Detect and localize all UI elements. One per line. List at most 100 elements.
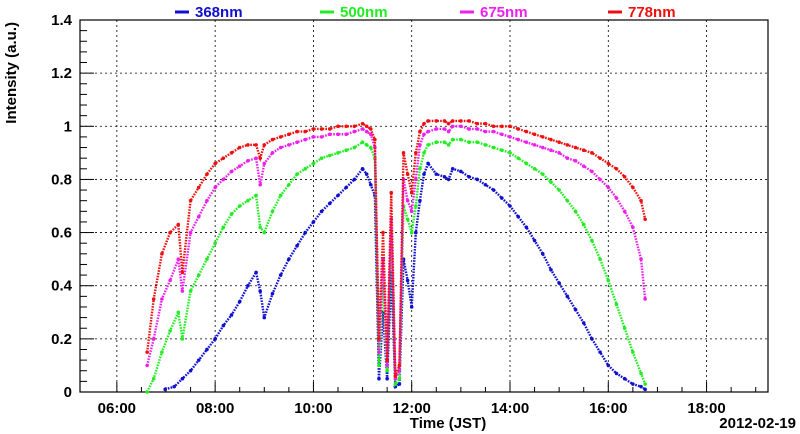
data-point <box>606 363 611 368</box>
data-point <box>459 169 463 174</box>
x-tick-label: 06:00 <box>98 400 136 417</box>
data-point <box>442 140 447 145</box>
data-point <box>180 289 185 293</box>
data-point <box>622 174 627 179</box>
data-point <box>450 119 455 123</box>
data-point <box>549 267 553 272</box>
data-point <box>434 172 439 176</box>
data-point <box>385 376 389 381</box>
data-point <box>287 182 291 187</box>
y-tick-label: 1 <box>64 118 72 135</box>
data-point <box>393 376 398 381</box>
data-point <box>426 161 430 166</box>
data-point <box>549 137 553 142</box>
data-point <box>246 159 250 163</box>
data-point <box>295 172 299 176</box>
data-point <box>622 326 627 331</box>
data-point <box>180 376 185 381</box>
data-point <box>328 153 332 158</box>
x-tick-label: 10:00 <box>294 400 332 417</box>
data-point <box>344 132 348 137</box>
data-point <box>581 222 586 227</box>
data-point <box>418 167 422 171</box>
data-point <box>405 278 410 283</box>
data-point <box>303 129 308 134</box>
data-point <box>237 145 242 150</box>
y-tick-label: 0.2 <box>51 331 72 348</box>
data-point <box>491 145 496 150</box>
data-point <box>405 172 410 176</box>
data-point <box>643 382 647 386</box>
data-point <box>491 188 496 192</box>
data-point <box>196 358 201 362</box>
data-point <box>397 376 402 381</box>
data-point <box>426 119 430 123</box>
data-point <box>467 119 471 123</box>
date-label: 2012-02-19 <box>719 415 796 432</box>
data-point <box>483 129 488 134</box>
data-point <box>385 368 389 373</box>
data-point <box>368 132 373 137</box>
data-point <box>303 137 308 142</box>
data-point <box>639 198 643 203</box>
data-point <box>303 167 308 171</box>
data-point <box>196 185 201 190</box>
data-point <box>258 289 262 293</box>
data-point <box>643 217 647 222</box>
data-point <box>524 140 529 145</box>
data-point <box>414 177 418 182</box>
data-point <box>258 225 262 230</box>
data-point <box>254 143 258 147</box>
data-point <box>446 143 451 147</box>
data-point <box>389 190 394 195</box>
data-point <box>606 185 611 190</box>
data-point <box>590 151 594 155</box>
data-point <box>540 172 545 176</box>
data-point <box>475 121 480 126</box>
y-tick-label: 0.6 <box>51 225 72 242</box>
data-point <box>405 198 410 203</box>
data-point <box>500 124 504 129</box>
data-point <box>278 193 283 198</box>
data-point <box>483 182 488 187</box>
data-point <box>205 198 209 203</box>
data-point <box>581 148 586 152</box>
data-point <box>483 143 488 147</box>
data-point <box>336 193 340 198</box>
data-point <box>401 151 406 155</box>
data-point <box>328 127 332 131</box>
data-point <box>229 151 234 155</box>
axis-ticks: 06:00 08:00 10:00 12:00 14:00 16:00 18:00 0 0.2 0… <box>51 12 757 417</box>
data-point <box>246 283 250 288</box>
data-point <box>196 214 201 219</box>
data-point <box>450 124 455 129</box>
legend-label: 500nm <box>340 4 388 21</box>
data-point <box>254 270 258 275</box>
data-point <box>405 217 410 222</box>
data-point <box>467 174 471 179</box>
data-point <box>336 124 340 129</box>
data-point <box>422 172 426 176</box>
data-point <box>508 204 512 208</box>
data-point <box>176 310 181 315</box>
data-point <box>258 182 262 187</box>
data-point <box>606 278 611 283</box>
y-tick-label: 0.8 <box>51 171 72 188</box>
data-point <box>278 145 283 150</box>
data-point <box>598 350 602 354</box>
data-point <box>295 129 299 134</box>
data-point <box>573 209 578 214</box>
data-point <box>352 129 357 134</box>
data-point <box>328 132 332 137</box>
data-point <box>467 140 471 145</box>
data-point <box>422 132 426 137</box>
data-point <box>581 321 586 325</box>
data-point <box>360 140 365 145</box>
y-tick-label: 0 <box>64 384 72 401</box>
x-axis-title: Time (JST) <box>410 415 486 432</box>
data-point <box>491 129 496 134</box>
data-point <box>168 230 172 235</box>
data-point <box>377 350 381 354</box>
data-point <box>397 363 402 368</box>
data-point <box>434 127 439 131</box>
